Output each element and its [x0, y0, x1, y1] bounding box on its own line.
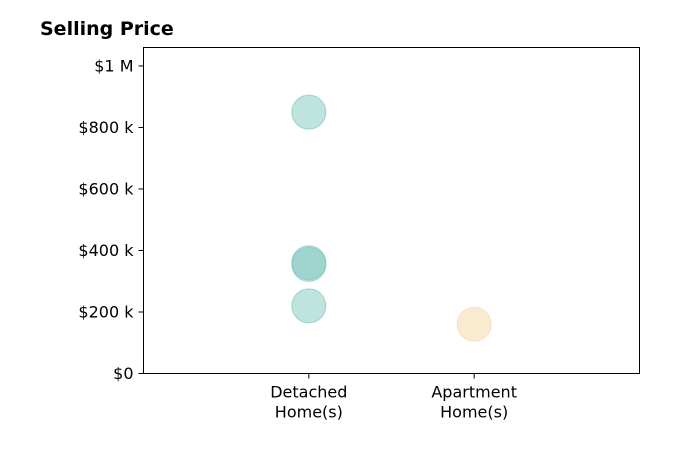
scatter-point — [291, 246, 327, 282]
scatter-point — [291, 288, 327, 324]
x-tick-label: Apartment Home(s) — [431, 383, 517, 422]
scatter-point — [456, 306, 492, 342]
y-tick-label: $1 M — [94, 56, 133, 75]
x-tick-label: Detached Home(s) — [270, 383, 347, 422]
y-axis: $0 $200 k $400 k $600 k $800 k $1 M — [78, 56, 144, 383]
y-tick-label: $800 k — [78, 118, 134, 137]
plot-frame — [143, 47, 640, 374]
scatter-point — [291, 94, 327, 130]
x-axis: Detached Home(s) Apartment Home(s) — [270, 373, 517, 422]
y-tick-label: $600 k — [78, 179, 134, 198]
y-tick-label: $200 k — [78, 302, 134, 321]
chart-title: Selling Price — [40, 18, 174, 40]
y-tick-label: $400 k — [78, 241, 134, 260]
points-layer — [291, 94, 492, 342]
y-tick-label: $0 — [113, 364, 133, 383]
